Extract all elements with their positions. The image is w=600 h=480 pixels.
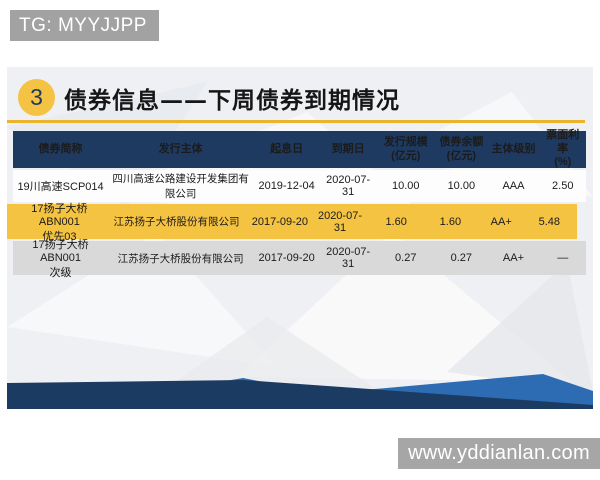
col-header-value-date: 起息日 bbox=[270, 142, 304, 155]
cell-maturity: 2020-07-31 bbox=[317, 209, 362, 234]
cell-issue-size: 10.00 bbox=[391, 180, 420, 192]
cell-value-date: 2017-09-20 bbox=[258, 252, 315, 264]
bond-maturity-table: 债券简称 发行主体 起息日 到期日 发行规模 (亿元) 债券余额 (亿元) 主体… bbox=[7, 128, 586, 279]
cell-issue-size: 1.60 bbox=[385, 215, 407, 228]
cell-bond-name: 17扬子大桥ABN001 次级 bbox=[32, 239, 89, 279]
section-number-circle: 3 bbox=[18, 79, 55, 116]
cell-issuer: 江苏扬子大桥股份有限公司 bbox=[117, 252, 244, 265]
col-header-issuer: 发行主体 bbox=[158, 142, 203, 155]
col-header-coupon: 票面利率 (%) bbox=[546, 128, 580, 169]
col-header-bond-name: 债券简称 bbox=[38, 142, 83, 155]
cell-value-date: 2019-12-04 bbox=[258, 180, 315, 192]
col-header-balance: 债券余额 (亿元) bbox=[439, 135, 484, 162]
col-header-maturity: 到期日 bbox=[331, 142, 365, 155]
cell-coupon: 2.50 bbox=[552, 180, 574, 192]
cell-rating: AA+ bbox=[502, 252, 525, 264]
cell-coupon: — bbox=[557, 252, 569, 264]
cell-bond-name: 19川高速SCP014 bbox=[17, 181, 104, 193]
slide-title: 债券信息——下周债券到期情况 bbox=[64, 87, 400, 114]
cell-balance: 10.00 bbox=[447, 180, 476, 192]
col-header-issue-size: 发行规模 (亿元) bbox=[383, 135, 428, 162]
cell-issuer: 四川高速公路建设开发集团有限公司 bbox=[112, 173, 249, 200]
cell-maturity: 2020-07-31 bbox=[326, 174, 371, 198]
table-row-highlighted: 17扬子大桥ABN001 优先03 江苏扬子大桥股份有限公司 2017-09-2… bbox=[7, 202, 577, 243]
tg-badge-label: TG: MYYJJPP bbox=[19, 15, 147, 36]
section-number: 3 bbox=[30, 84, 43, 110]
cell-rating: AAA bbox=[502, 180, 525, 192]
cell-balance: 1.60 bbox=[439, 215, 462, 228]
cell-coupon: 5.48 bbox=[538, 215, 560, 228]
cell-issuer: 江苏扬子大桥股份有限公司 bbox=[113, 216, 240, 228]
title-underline-accent bbox=[7, 120, 585, 123]
col-header-rating: 主体级别 bbox=[491, 142, 536, 155]
table-header-row: 债券简称 发行主体 起息日 到期日 发行规模 (亿元) 债券余额 (亿元) 主体… bbox=[13, 128, 586, 169]
cell-bond-name: 17扬子大桥ABN001 优先03 bbox=[31, 202, 88, 243]
cell-maturity: 2020-07-31 bbox=[326, 246, 371, 270]
presentation-slide: 3 债券信息——下周债券到期情况 债券简称 发行主体 起息日 到期日 发行规模 … bbox=[7, 67, 593, 409]
slide-title-row: 3 债券信息——下周债券到期情况 bbox=[7, 77, 593, 119]
site-watermark: www.yddianlan.com bbox=[398, 438, 600, 469]
table-row: 17扬子大桥ABN001 次级 江苏扬子大桥股份有限公司 2017-09-20 … bbox=[13, 239, 586, 279]
cell-issue-size: 0.27 bbox=[395, 252, 417, 264]
bottom-mountain-decoration bbox=[7, 374, 593, 409]
site-watermark-url: www.yddianlan.com bbox=[408, 442, 590, 464]
cell-balance: 0.27 bbox=[450, 252, 473, 264]
cell-value-date: 2017-09-20 bbox=[251, 215, 309, 228]
tg-watermark-badge: TG: MYYJJPP bbox=[10, 10, 159, 41]
cell-rating: AA+ bbox=[490, 215, 512, 228]
table-row: 19川高速SCP014 四川高速公路建设开发集团有限公司 2019-12-04 … bbox=[13, 170, 586, 202]
